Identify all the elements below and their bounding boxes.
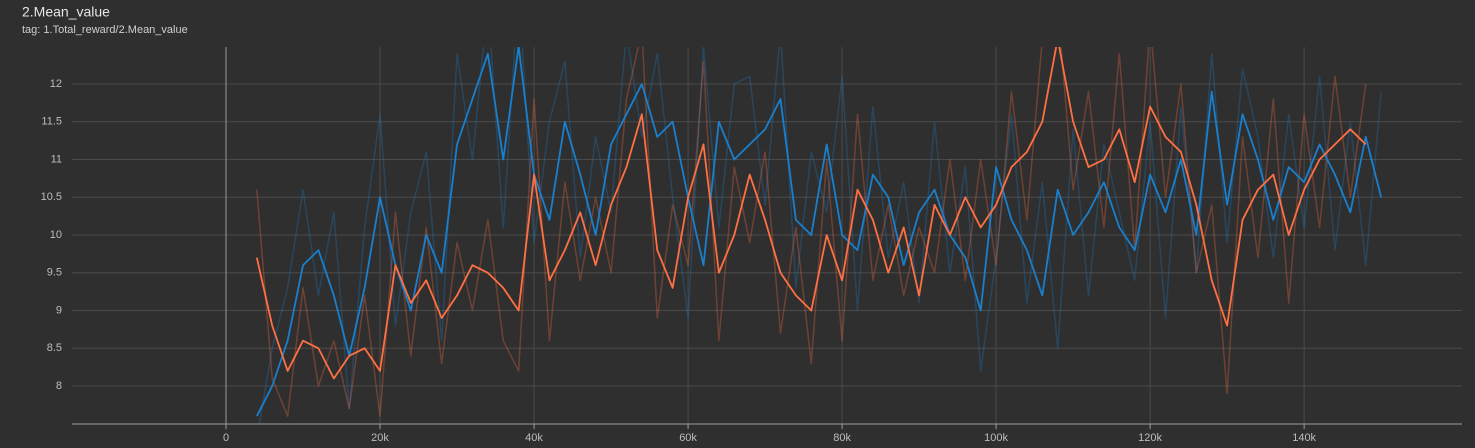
y-tick-label: 8 <box>56 380 62 392</box>
y-tick-label: 11 <box>51 153 62 165</box>
x-tick-label: 60k <box>679 432 697 444</box>
x-tick-label: 140k <box>1292 432 1316 444</box>
plot-area <box>255 47 1383 424</box>
series-line <box>258 47 1382 424</box>
y-tick-label: 9.5 <box>47 267 62 279</box>
series-line <box>256 47 1383 417</box>
series-line <box>255 47 1367 380</box>
series-line <box>256 47 1367 417</box>
y-tick-label: 8.5 <box>47 342 62 354</box>
x-tick-label: 80k <box>833 432 851 444</box>
chart-subtitle: tag: 1.Total_reward/2.Mean_value <box>22 24 188 36</box>
y-tick-label: 9 <box>56 304 62 316</box>
y-tick-label: 11.5 <box>41 116 62 128</box>
y-tick-label: 12 <box>50 78 62 90</box>
axes: 8 8.5 9 9.5 10 10.5 11 11.5 12 0 20k 40k 60k 80k 100k 1… <box>41 78 1462 444</box>
x-tick-label: 0 <box>223 432 229 444</box>
x-tick-label: 100k <box>984 432 1008 444</box>
x-tick-label: 20k <box>371 432 389 444</box>
chart-title: 2.Mean_value <box>22 4 110 20</box>
x-tick-label: 40k <box>525 432 543 444</box>
y-tick-label: 10 <box>50 229 62 241</box>
grid <box>72 47 1462 424</box>
y-tick-label: 10.5 <box>41 191 62 203</box>
x-tick-label: 120k <box>1138 432 1162 444</box>
